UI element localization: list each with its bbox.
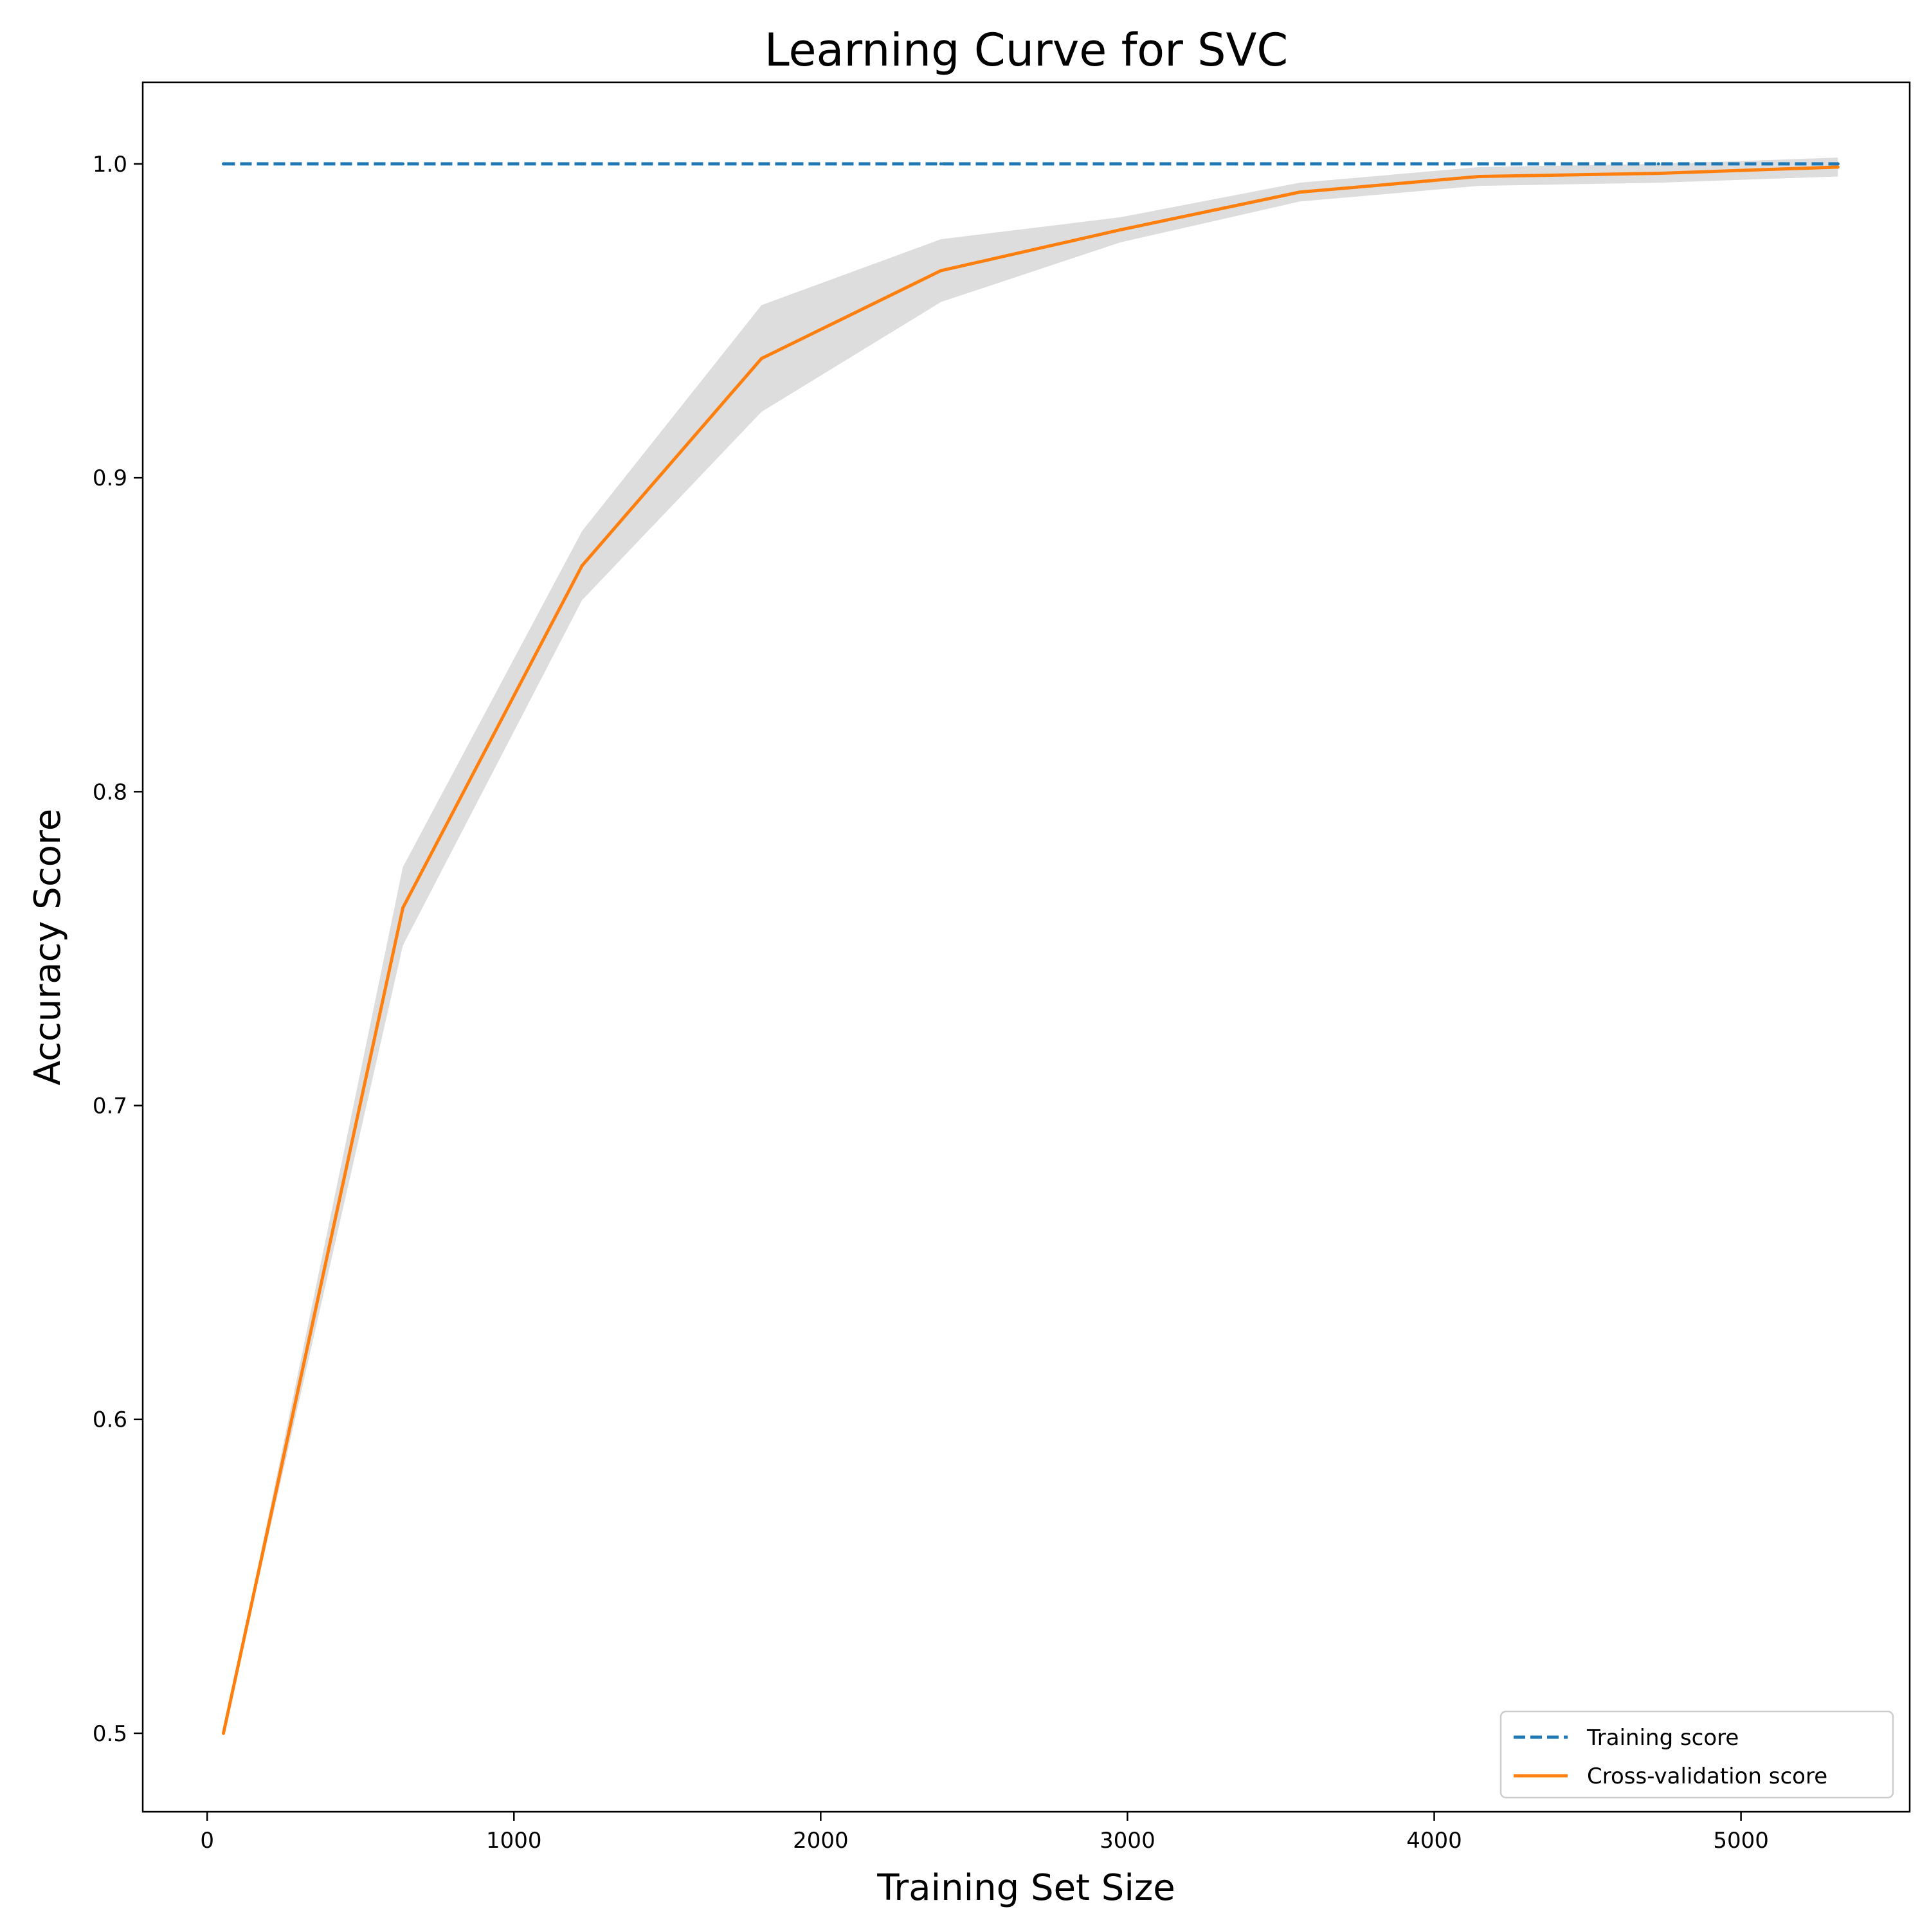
y-tick-label: 0.9 [93,465,127,491]
x-tick-label: 3000 [1100,1828,1155,1854]
y-tick-label: 0.5 [93,1721,127,1747]
y-axis-title: Accuracy Score [27,809,69,1085]
cv-score-point [1298,190,1301,194]
chart-title: Learning Curve for SVC [765,24,1289,77]
y-tick-label: 0.6 [93,1407,127,1433]
y-tick-label: 0.8 [93,779,127,805]
training-score-point [1836,162,1840,166]
y-tick-label: 1.0 [93,152,127,177]
cv-score-point [1477,174,1481,178]
cv-score-point [580,564,584,568]
cv-score-point [759,357,763,361]
cv-score-point [1656,172,1660,176]
cv-score-line [222,165,1838,1734]
training-score-point [1298,162,1301,166]
cv-score-point [401,906,405,910]
training-score-point [580,162,584,166]
cv-score-point [939,269,943,273]
y-tick-label: 0.7 [93,1094,127,1119]
axes-frame [141,81,1911,1813]
x-tick-label: 4000 [1406,1828,1462,1854]
x-tick-label: 5000 [1713,1828,1769,1854]
legend-box [1499,1710,1894,1799]
legend: Training score Cross-validation score [1499,1710,1894,1799]
legend-training-label: Training score [1586,1725,1739,1751]
training-score-point [221,162,225,166]
x-tick-label: 0 [200,1828,214,1854]
training-score-point [939,162,943,166]
training-score-point [1477,162,1481,166]
legend-cv-label: Cross-validation score [1587,1764,1827,1789]
training-score-point [401,162,405,166]
x-tick-label: 2000 [793,1828,849,1854]
cv-score-point [221,1731,225,1735]
cv-score-band [223,158,1838,1733]
cv-score-point [1118,228,1122,231]
training-score-point [1118,162,1122,166]
cv-score-point [1836,165,1840,169]
training-score-point [759,162,763,166]
x-axis-title: Training Set Size [876,1867,1175,1909]
training-score-point [1656,162,1660,166]
plot-area: 0 1000 2000 3000 4000 5000 0.5 0.6 0.7 0.8 0.9 1.0 [93,81,1911,1854]
x-tick-label: 1000 [486,1828,542,1854]
